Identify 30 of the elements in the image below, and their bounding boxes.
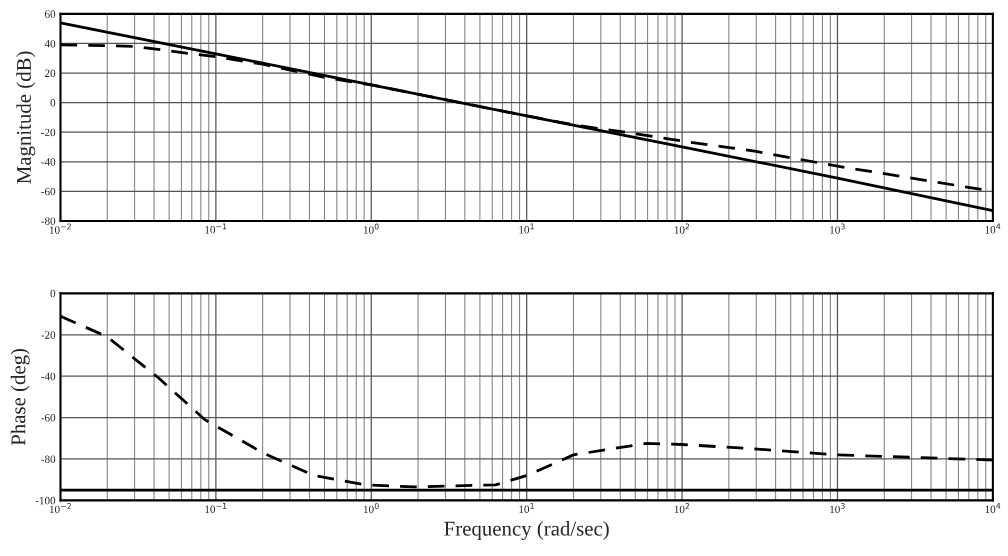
y-tick-label: 0 (50, 99, 56, 107)
x-tick-label: 10$^{3}$ (830, 223, 845, 234)
x-tick-label: 10$^{4}$ (985, 223, 1001, 234)
y-tick-label: -40 (41, 158, 56, 166)
y-tick-label: -80 (41, 217, 56, 225)
y-tick-label: -80 (41, 455, 56, 463)
y-tick-label: -60 (41, 414, 56, 422)
x-tick-label: 10$^{1}$ (519, 223, 534, 234)
y-tick-label: -100 (35, 496, 56, 505)
x-tick-label: 10$^{4}$ (985, 503, 1001, 514)
x-tick-label: 10$^{2}$ (674, 503, 690, 514)
y-tick-label: -20 (41, 331, 56, 339)
x-tick-label: 10$^{0}$ (363, 503, 379, 514)
x-tick-label: 10$^{1}$ (519, 503, 534, 514)
x-tick-label: 10$^{−2}$ (49, 503, 71, 514)
x-tick-label: 10$^{−1}$ (205, 223, 227, 234)
y-tick-label: 60 (44, 10, 56, 18)
x-tick-label: 10$^{2}$ (674, 223, 690, 234)
x-tick-label: 10$^{−1}$ (205, 503, 227, 514)
x-tick-label: 10$^{0}$ (363, 223, 379, 234)
x-axis-title: Frequency (rad/sec) (444, 521, 609, 540)
y-axis-title: Phase (deg) (10, 348, 30, 446)
y-tick-label: -60 (41, 187, 56, 196)
x-tick-label: 10$^{3}$ (830, 503, 845, 514)
y-axis-title: Magnitude (dB) (16, 51, 36, 184)
y-tick-label: 40 (44, 39, 56, 48)
y-tick-label: 20 (45, 69, 56, 78)
y-tick-label: -20 (41, 128, 56, 137)
y-tick-label: -40 (41, 372, 56, 381)
y-tick-label: 0 (50, 289, 56, 298)
